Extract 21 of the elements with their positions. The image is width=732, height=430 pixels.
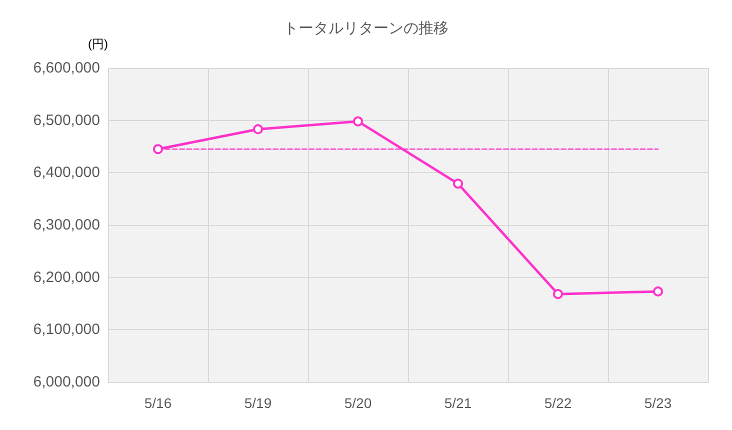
point [653,286,663,296]
chart-title: トータルリターンの推移 [284,20,448,37]
x-tick-label: 5/23 [644,395,672,411]
y-tick-label: 6,300,000 [33,216,100,234]
y-tick-label: 6,600,000 [33,60,100,76]
point [353,116,363,126]
point [153,144,163,154]
x-tick-label: 5/22 [544,395,572,411]
point [553,289,563,300]
y-tick-label: 6,400,000 [33,164,100,182]
y-tick-label: 6,200,000 [33,268,100,286]
y-tick-label: 6,000,000 [33,374,100,390]
y-axis-title: (円) [88,37,108,51]
x-tick-label: 5/20 [344,395,372,411]
point [253,124,263,134]
y-tick-label: 6,100,000 [33,321,100,338]
x-tick-label: 5/21 [444,395,472,411]
point [453,178,463,189]
y-tick-label: 6,500,000 [33,112,100,129]
x-tick-label: 5/19 [244,395,272,411]
x-tick-label: 5/16 [144,395,172,411]
